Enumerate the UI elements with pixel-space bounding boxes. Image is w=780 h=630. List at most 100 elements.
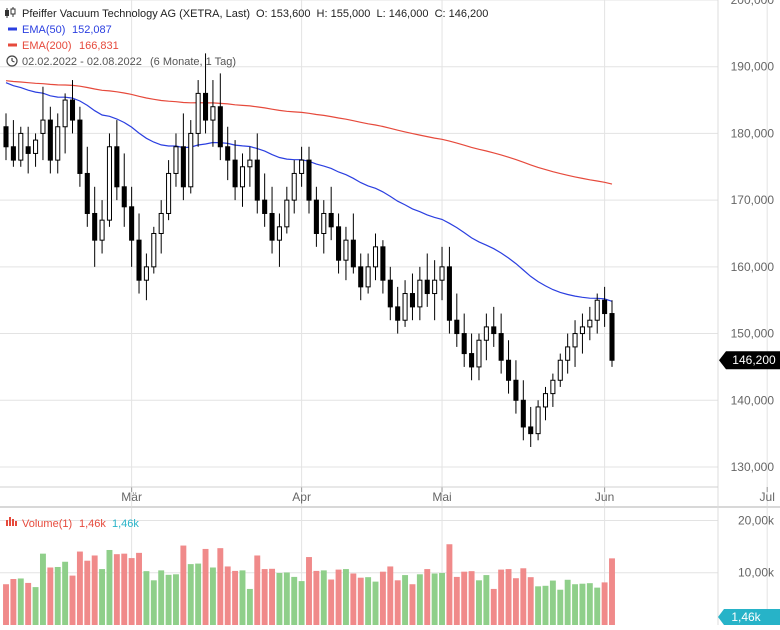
candle-body — [25, 146, 31, 154]
volume-bar — [579, 583, 586, 625]
volume-badge: 1,46k — [718, 609, 780, 625]
volume-bar — [106, 549, 113, 625]
candle-body — [47, 119, 53, 161]
candle-body — [136, 239, 142, 281]
volume-bar — [594, 587, 601, 625]
volume-bar — [246, 588, 253, 625]
candle-body — [203, 92, 209, 121]
candle-body — [269, 212, 275, 241]
volume-bar — [254, 555, 261, 625]
candle-body — [18, 132, 24, 161]
candle-body — [557, 359, 563, 381]
y-tick-label: 190,000 — [731, 60, 775, 74]
y-tick-label: 140,000 — [731, 393, 775, 407]
candle-body — [84, 172, 90, 214]
volume-bar — [91, 555, 98, 625]
volume-bar — [586, 583, 593, 625]
candle-body — [439, 266, 445, 281]
volume-bar — [387, 566, 394, 625]
candle-body — [114, 146, 120, 188]
volume-bar — [549, 580, 556, 625]
volume-tick-label: 10,00k — [738, 566, 775, 580]
candle-body — [506, 359, 512, 381]
volume-bar — [542, 585, 549, 625]
candle-body — [454, 319, 460, 335]
volume-value-blue: 1,46k — [112, 518, 139, 530]
volume-bar — [453, 576, 460, 625]
volume-bar — [69, 575, 76, 625]
price-y-axis: 130,000 140,000 150,000 160,000 170,000 180,0… — [731, 0, 775, 474]
candle-body — [535, 406, 541, 435]
volume-bar — [498, 569, 505, 625]
candle-body — [372, 246, 379, 268]
candle-body — [77, 119, 83, 174]
candle-body — [210, 106, 216, 121]
candle-body — [602, 299, 608, 315]
volume-bar — [535, 586, 542, 625]
volume-bar — [601, 582, 608, 625]
volume-bar — [187, 564, 194, 625]
volume-bar — [328, 579, 335, 625]
volume-bar — [379, 571, 386, 625]
candle-body — [40, 119, 46, 134]
candle-body — [313, 199, 319, 234]
time-x-axis: MärAprMaiJunJulAug — [0, 486, 775, 504]
month-label: Jul — [760, 490, 775, 504]
candle-body — [99, 219, 105, 241]
candle-body — [350, 239, 356, 268]
candle-body — [365, 266, 371, 288]
volume-bar — [180, 545, 187, 625]
volume-bar — [76, 551, 83, 625]
candle-body — [180, 146, 186, 188]
candle-body — [432, 279, 438, 295]
candle-body — [358, 266, 364, 288]
candle-body — [69, 99, 76, 121]
volume-bar — [490, 588, 497, 625]
volume-bar — [209, 567, 216, 625]
volume-legend: Volume(1) 1,46k 1,46k — [6, 517, 139, 530]
candle-body — [195, 92, 201, 134]
volume-bar — [320, 570, 327, 625]
clock-icon — [6, 55, 18, 67]
candle-body — [476, 339, 482, 368]
volume-bars-icon — [6, 517, 17, 526]
ema200-line — [5, 80, 613, 185]
volume-bar — [3, 584, 9, 625]
candle-body — [55, 126, 61, 161]
volume-bar — [17, 578, 24, 625]
volume-bar — [520, 568, 527, 625]
volume-bar — [202, 548, 209, 625]
month-label: Jun — [595, 490, 614, 504]
volume-bar — [505, 569, 512, 625]
candle-body — [92, 212, 98, 241]
candle-body — [239, 166, 246, 188]
candle-body — [380, 246, 386, 281]
volume-bar — [564, 579, 571, 625]
candle-body — [262, 199, 268, 214]
volume-bar — [306, 557, 312, 625]
volume-bar — [365, 577, 372, 625]
volume-bars — [3, 544, 615, 625]
candle-body — [446, 266, 452, 321]
candle-body — [158, 212, 164, 234]
last-price-badge: 146,200 — [719, 351, 780, 370]
last-price-label: 146,200 — [732, 353, 776, 367]
y-tick-label: 180,000 — [731, 126, 775, 140]
volume-bar — [261, 569, 268, 625]
candle-body — [254, 159, 260, 201]
volume-bar — [572, 584, 579, 625]
volume-bar — [557, 589, 564, 625]
candle-body — [3, 126, 9, 148]
volume-bar — [217, 548, 224, 625]
volume-bar — [335, 569, 342, 625]
y-tick-label: 160,000 — [731, 260, 775, 274]
volume-bar — [283, 572, 290, 625]
candle-body — [542, 393, 549, 408]
candle-body — [188, 132, 194, 188]
month-label: Mai — [432, 490, 451, 504]
candle-body — [572, 333, 578, 348]
candle-body — [217, 106, 223, 148]
volume-bar — [165, 574, 172, 625]
candle-body — [291, 172, 297, 201]
